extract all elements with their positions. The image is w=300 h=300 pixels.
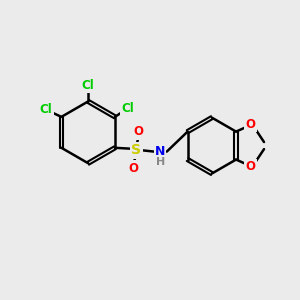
Text: N: N (155, 145, 166, 158)
Text: O: O (245, 160, 255, 173)
Text: O: O (134, 125, 143, 138)
Text: S: S (131, 143, 141, 157)
Text: O: O (245, 118, 255, 131)
Text: H: H (156, 157, 165, 167)
Text: Cl: Cl (40, 103, 52, 116)
Text: Cl: Cl (122, 101, 135, 115)
Text: O: O (129, 162, 139, 175)
Text: Cl: Cl (82, 79, 94, 92)
